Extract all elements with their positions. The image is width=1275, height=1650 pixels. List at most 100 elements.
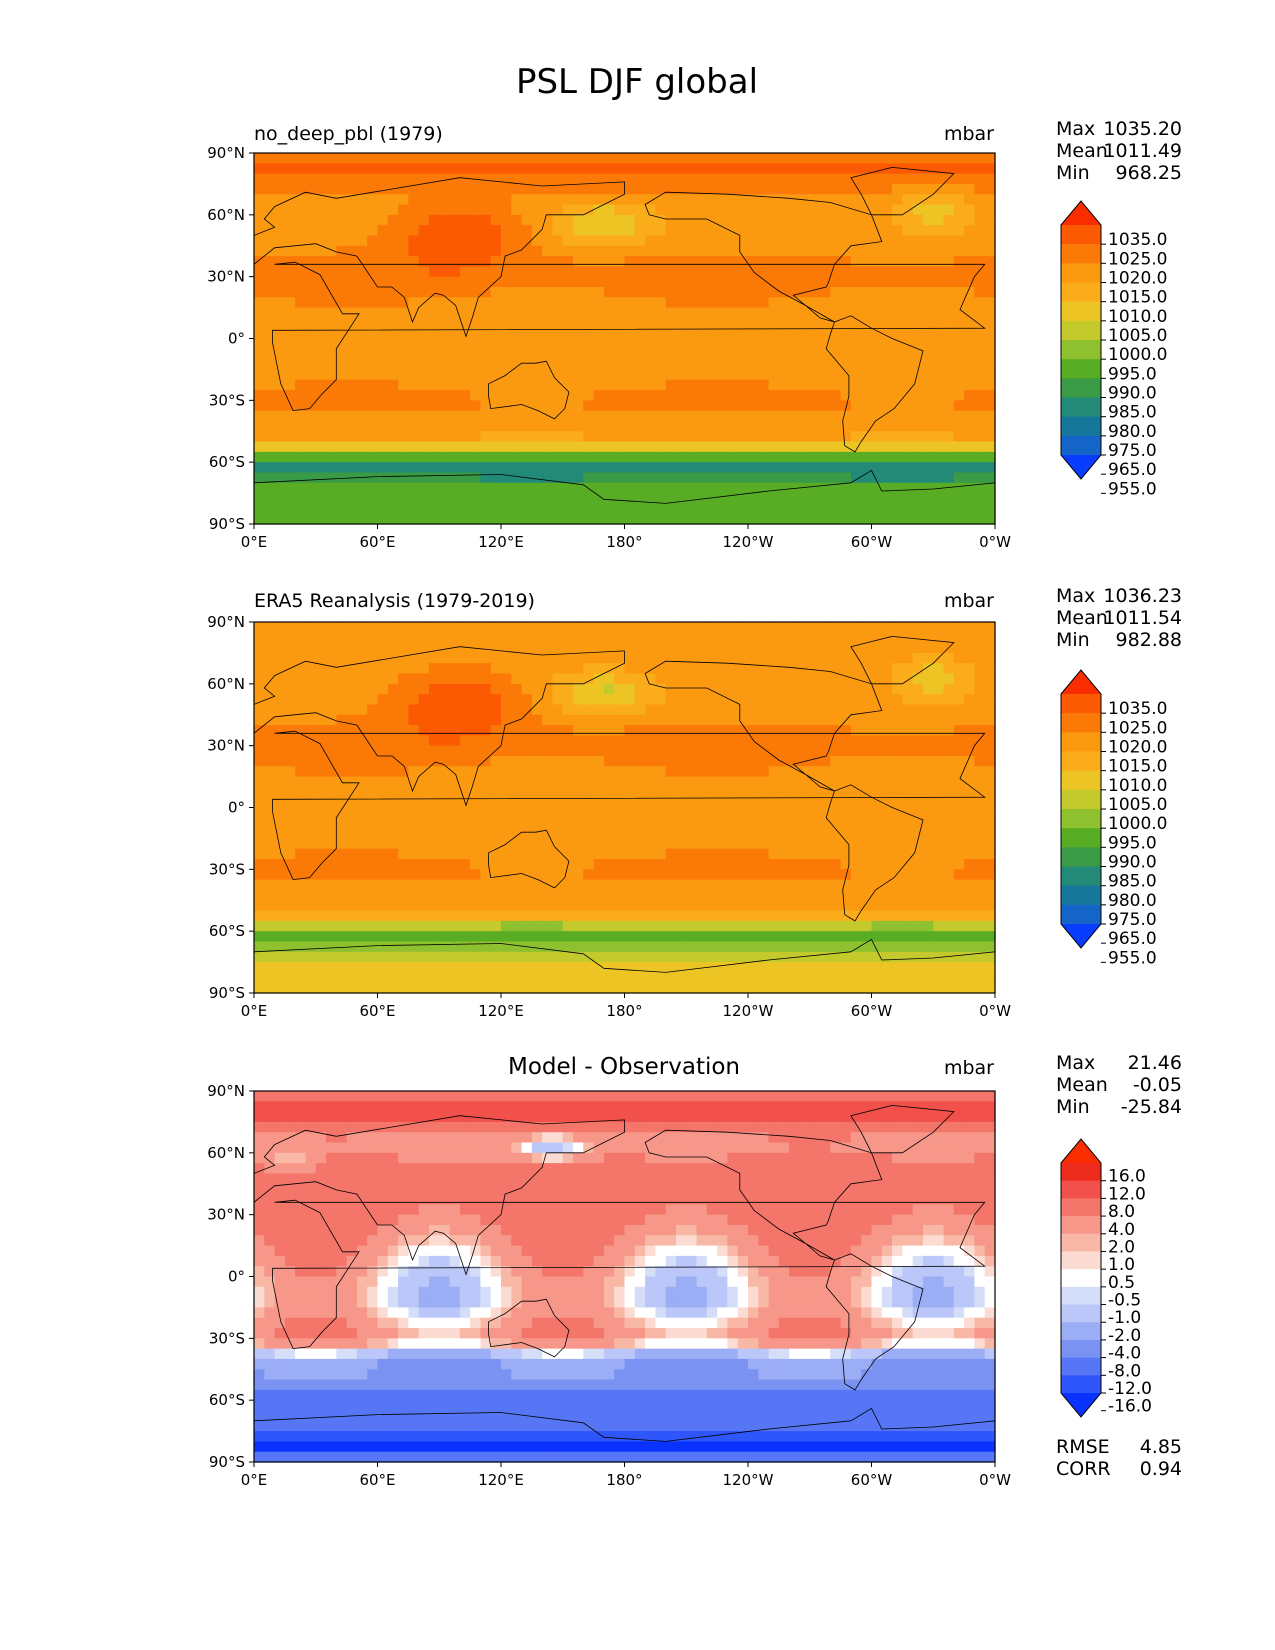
heat-cell [624,307,636,319]
heat-cell [562,714,574,726]
heat-cell [974,472,986,484]
heat-cell [295,879,307,891]
heat-cell [964,889,976,901]
heat-cell [706,379,718,391]
heat-cell [892,348,903,360]
heat-cell [645,513,656,525]
heat-cell [789,920,801,932]
heat-cell [284,755,296,767]
heat-cell [295,900,307,912]
heat-cell [315,204,327,216]
colorbar-label: 1010.0 [1108,307,1167,327]
heat-cell [254,848,265,860]
heat-cell [727,513,739,525]
heat-cell [768,817,780,829]
heat-cell [830,420,842,432]
heat-cell [480,786,492,798]
heat-cell [428,400,440,412]
heat-cell [315,183,327,195]
heat-cell [480,879,492,891]
heat-cell [346,400,358,412]
heat-cell [809,704,821,716]
heat-cell [645,163,656,175]
heat-cell [470,317,482,329]
heat-cell [964,297,976,309]
panel-model-title: no_deep_pbl (1979) [254,123,443,145]
heat-cell [408,420,420,432]
heat-cell [748,328,759,340]
heat-cell [254,797,265,809]
heat-cell [768,317,780,329]
heat-cell [511,755,523,767]
heat-cell [583,266,595,278]
heat-cell [614,431,626,443]
heat-cell [583,766,595,778]
heat-cell [871,683,883,695]
heat-cell [727,725,739,736]
heat-cell [665,683,677,695]
heat-cell [459,348,471,360]
heat-cell [418,276,430,288]
heat-cell [377,663,389,675]
heat-cell [593,472,605,484]
heat-cell [511,369,523,381]
heat-cell [675,441,687,453]
heat-cell [254,869,265,881]
heat-cell [840,513,852,525]
heat-cell [768,776,780,788]
heat-cell [933,786,945,798]
heat-cell [387,513,399,525]
heat-cell [428,204,440,216]
coastline [272,261,986,412]
heat-cell [748,900,759,912]
heat-cell [861,735,873,747]
heat-cell [480,694,492,706]
heat-cell [634,900,646,912]
heat-cell [871,266,883,278]
heat-cell [748,369,759,381]
heat-cell [264,642,276,654]
heat-cell [758,683,770,695]
heat-cell [953,307,965,319]
heat-cell [315,297,327,309]
heat-cell [974,755,986,767]
heat-cell [531,622,543,633]
heat-cell [974,786,986,798]
heat-cell [675,652,687,664]
heat-cell [933,755,945,767]
heat-cell [470,869,482,881]
heat-cell [820,714,831,726]
heat-cell [840,735,852,747]
heat-cell [387,694,399,706]
heat-cell [850,900,862,912]
heat-cell [315,214,327,226]
heat-cell [264,828,276,840]
heat-cell [356,472,368,484]
heat-cell [552,235,564,247]
heat-cell [881,848,893,860]
heat-cell [789,725,801,736]
heat-cell [490,153,502,164]
heat-cell [984,663,996,675]
heat-cell [264,889,276,901]
heat-cell [511,786,523,798]
heat-cell [953,622,965,633]
heat-cell [470,797,482,809]
heat-cell [490,807,502,819]
heat-cell [922,317,934,329]
heat-cell [511,462,523,474]
heat-cell [418,807,430,819]
heat-cell [892,704,903,716]
heat-cell [686,183,698,195]
heat-cell [470,245,482,257]
heat-cell [449,807,461,819]
heat-cell [758,776,770,788]
heat-cell [470,214,482,226]
heat-cell [655,204,667,216]
heat-cell [768,493,780,504]
heat-cell [912,683,924,695]
heat-cell [974,153,986,164]
heat-cell [645,266,656,278]
heat-cell [624,920,636,932]
heat-cell [614,410,626,422]
